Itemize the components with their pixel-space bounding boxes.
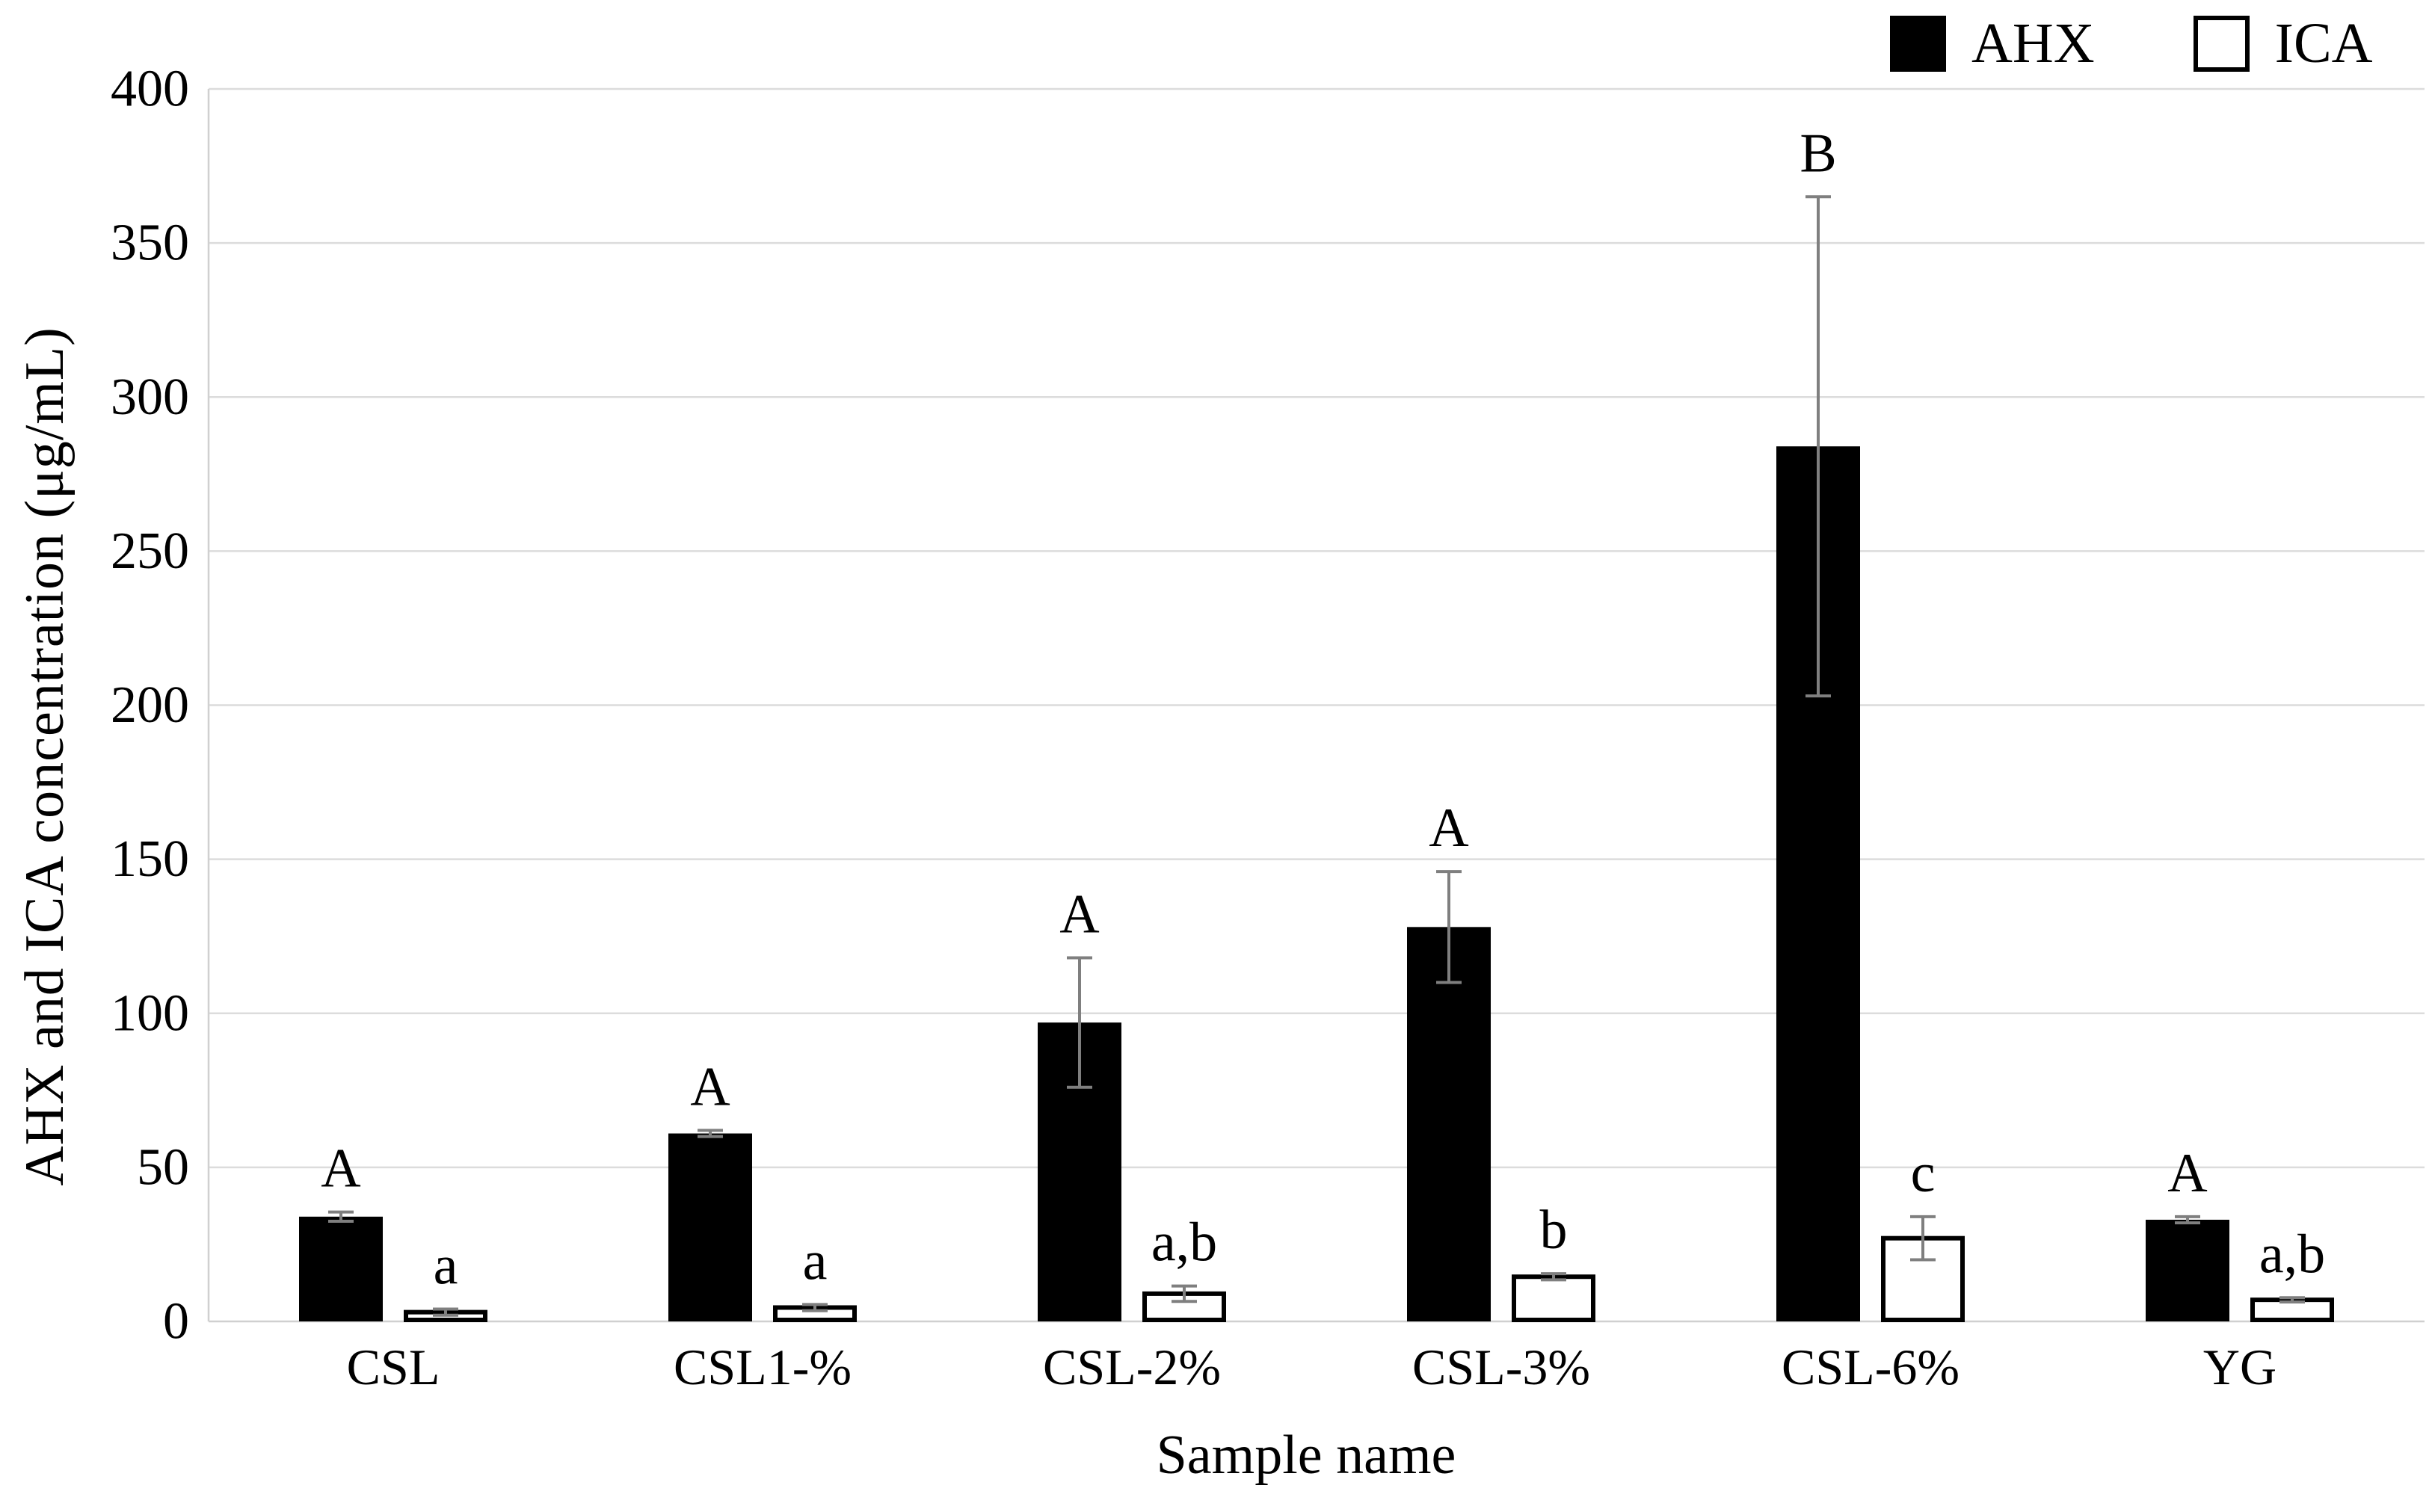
y-tick-label: 350 [111,215,189,272]
ahx-bar [1407,927,1491,1321]
x-tick-label: CSL-3% [1412,1339,1590,1395]
legend-item-ahx: AHX [1890,15,2095,72]
ahx-swatch-icon [1890,15,1946,72]
y-tick-label: 100 [111,984,189,1042]
legend-label-ahx: AHX [1971,12,2095,75]
x-tick-label: CSL-6% [1782,1339,1960,1395]
y-tick-label: 250 [111,522,189,580]
y-tick-label: 50 [137,1138,189,1196]
y-tick-label: 300 [111,368,189,426]
ica-swatch-icon [2193,15,2250,72]
x-tick-label: CSL [347,1339,440,1395]
significance-letter: a [434,1235,458,1297]
significance-letter: a,b [1151,1212,1217,1274]
significance-letter: B [1800,123,1836,184]
ahx-bar [668,1133,752,1321]
significance-letter: A [690,1056,730,1117]
y-tick-label: 400 [111,61,189,118]
y-tick-label: 200 [111,676,189,734]
significance-letter: A [1429,797,1468,859]
legend-item-ica: ICA [2193,12,2373,75]
significance-letter: A [1059,884,1099,945]
ahx-bar [2146,1219,2229,1321]
x-tick-label: YG [2203,1339,2276,1395]
significance-letter: a,b [2259,1224,2325,1285]
significance-letter: c [1911,1143,1936,1204]
y-tick-label: 150 [111,830,189,888]
significance-letter: a [803,1230,828,1292]
legend-label-ica: ICA [2274,12,2373,75]
y-axis-title: AHX and ICA concentration (μg/mL) [14,326,76,1186]
x-tick-label: CSL1-% [674,1339,852,1395]
legend: AHX ICA [1890,15,2373,72]
significance-letter: A [321,1138,360,1200]
significance-letter: b [1540,1200,1568,1261]
significance-letter: A [2167,1143,2207,1204]
x-tick-label: CSL-2% [1043,1339,1221,1395]
ahx-bar [299,1216,383,1321]
y-tick-label: 0 [163,1293,189,1351]
x-axis-title: Sample name [1156,1425,1456,1486]
ica-bar [1881,1235,1965,1323]
ica-bar [1512,1274,1595,1323]
